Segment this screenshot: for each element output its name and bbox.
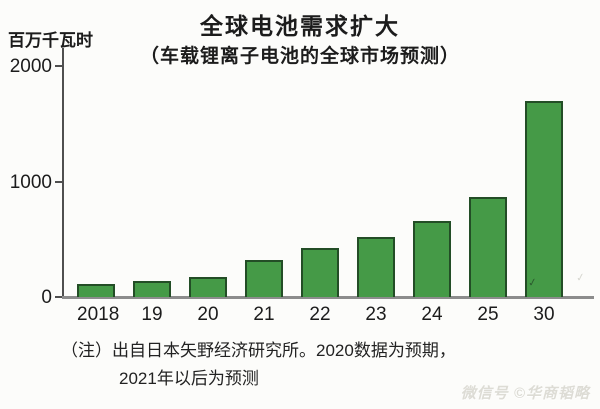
x-labels: 2018 19 20 21 22 23 24 25 30 xyxy=(64,304,592,326)
y-tick-label-0: 0 xyxy=(41,287,52,308)
bar-22 xyxy=(301,248,339,297)
bar-21 xyxy=(245,260,283,297)
bar-2018 xyxy=(77,284,115,297)
x-tick-label-30: 30 xyxy=(533,304,555,325)
bar-30 xyxy=(525,101,563,297)
x-tick-label-19: 19 xyxy=(141,304,163,325)
y-tick-label-1000: 1000 xyxy=(9,171,52,193)
x-tick-label-20: 20 xyxy=(197,304,219,325)
x-tick-label-24: 24 xyxy=(421,304,443,325)
chart-subtitle: （车载锂离子电池的全球市场预测） xyxy=(139,46,460,67)
y-axis-unit-label: 百万千瓦时 xyxy=(8,31,93,50)
x-tick-label-25: 25 xyxy=(477,304,499,325)
y-tick-mark-2000 xyxy=(55,65,62,67)
watermark-artifact-icon: ✓ xyxy=(575,271,587,285)
source-note-line1: （注）出自日本矢野经济研究所。2020数据为预期， xyxy=(61,341,456,360)
y-tick-label-2000: 2000 xyxy=(9,56,52,77)
y-axis-line xyxy=(62,48,64,298)
y-tick-mark-1000 xyxy=(55,180,62,183)
source-note-line2: 2021年以后为预测 xyxy=(119,369,259,388)
x-tick-label-21: 21 xyxy=(253,304,275,325)
x-tick-label-22: 22 xyxy=(309,304,331,325)
watermark-artifact-icon: ✓ xyxy=(527,276,539,290)
bar-19 xyxy=(133,281,171,297)
x-tick-label-2018: 2018 xyxy=(77,304,120,325)
y-tick-mark-0 xyxy=(55,296,62,298)
publisher-watermark: 微信号 ©华商韬略 xyxy=(460,385,590,402)
x-axis-line xyxy=(62,296,594,299)
bar-24 xyxy=(413,221,451,297)
bar-20 xyxy=(189,277,227,297)
chart-title: 全球电池需求扩大 xyxy=(200,13,400,39)
bars xyxy=(64,66,592,297)
x-tick-label-23: 23 xyxy=(365,304,387,325)
bar-23 xyxy=(357,237,395,297)
bar-25 xyxy=(469,197,507,297)
source-note: （注）出自日本矢野经济研究所。2020数据为预期， 2021年以后为预测 xyxy=(61,337,456,393)
